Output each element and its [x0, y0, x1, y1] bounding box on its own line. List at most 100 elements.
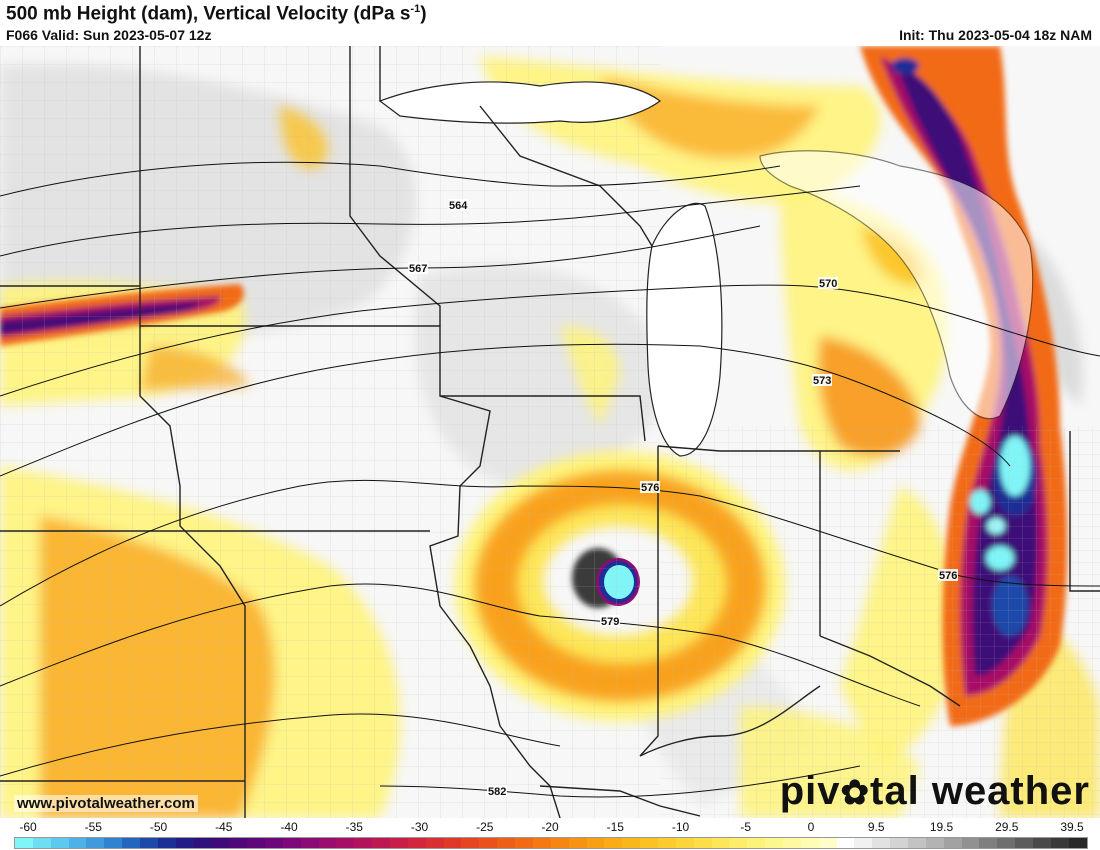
color-swatch [282, 838, 301, 848]
color-swatch [925, 838, 944, 848]
color-swatch [515, 838, 533, 848]
color-scale-label: -60 [19, 820, 37, 834]
color-swatch [872, 838, 891, 848]
color-scale-label: -10 [671, 820, 690, 834]
color-swatch [604, 838, 623, 848]
contour-label-573: 573 [813, 375, 831, 387]
color-swatch [461, 838, 480, 848]
contour-label-567: 567 [409, 263, 427, 275]
color-swatch [104, 838, 123, 848]
county-grid-west [0, 46, 660, 818]
color-swatch [140, 838, 158, 848]
color-swatch [782, 838, 801, 848]
color-swatch [961, 838, 980, 848]
color-swatch [318, 838, 337, 848]
color-swatch [1032, 838, 1051, 848]
map-canvas: 564 567 570 573 576 576 579 582 [0, 46, 1100, 818]
color-swatch [157, 838, 176, 848]
color-swatch [568, 838, 587, 848]
color-swatch [622, 838, 641, 848]
color-scale: -60 -55 -50 -45 -40 -35 -30 -25 -20 -15 -10 -5 0 9.5 1… [0, 818, 1100, 850]
color-scale-label: -55 [84, 820, 102, 834]
color-swatch [818, 838, 837, 848]
contour-label-579: 579 [601, 616, 619, 628]
color-swatch [1068, 838, 1087, 848]
color-swatch [890, 838, 908, 848]
color-swatch [15, 838, 33, 848]
color-scale-label: -20 [541, 820, 559, 834]
color-swatch [122, 838, 141, 848]
weather-map[interactable]: 564 567 570 573 576 576 579 582 www.pivo… [0, 46, 1100, 818]
color-swatch [711, 838, 730, 848]
color-swatch [354, 838, 373, 848]
contour-labels: 564 567 570 573 576 576 579 582 [408, 199, 958, 798]
color-swatch [86, 838, 105, 848]
init-time: Init: Thu 2023-05-04 18z NAM [899, 27, 1092, 43]
color-swatch [550, 838, 569, 848]
color-swatch [1050, 838, 1069, 848]
color-scale-label: -5 [740, 820, 752, 834]
color-scale-strip [14, 837, 1088, 849]
color-swatch [265, 838, 283, 848]
color-scale-label: 19.5 [929, 820, 954, 834]
color-scale-label: -15 [606, 820, 624, 834]
contour-label-564: 564 [449, 200, 468, 212]
color-swatch [211, 838, 230, 848]
color-scale-label: -45 [215, 820, 233, 834]
color-scale-label: 9.5 [867, 820, 885, 834]
county-grid-east [660, 426, 1100, 818]
color-swatch [229, 838, 248, 848]
color-scale-label: -30 [410, 820, 429, 834]
color-swatch [247, 838, 266, 848]
website-url[interactable]: www.pivotalweather.com [14, 795, 198, 812]
color-swatch [532, 838, 551, 848]
color-swatch [300, 838, 319, 848]
color-swatch [800, 838, 819, 848]
color-scale-label: -25 [476, 820, 494, 834]
color-swatch [693, 838, 712, 848]
color-swatch [443, 838, 462, 848]
height-contours [0, 161, 1100, 798]
color-scale-label: -40 [280, 820, 298, 834]
map-header: 500 mb Height (dam), Vertical Velocity (… [0, 0, 1100, 46]
map-title: 500 mb Height (dam), Vertical Velocity (… [6, 3, 427, 25]
gear-logo-icon: ✿ [840, 774, 871, 812]
color-swatch [175, 838, 194, 848]
color-swatch [497, 838, 516, 848]
valid-time: F066 Valid: Sun 2023-05-07 12z [6, 27, 212, 43]
color-swatch [425, 838, 444, 848]
color-swatch [729, 838, 748, 848]
pivotal-weather-logo: piv✿tal weather [779, 769, 1090, 813]
color-swatch [854, 838, 873, 848]
color-swatch [640, 838, 658, 848]
color-swatch [479, 838, 498, 848]
color-swatch [836, 838, 855, 848]
color-swatch [657, 838, 676, 848]
contour-label-576-east: 576 [939, 570, 957, 582]
color-swatch [747, 838, 766, 848]
color-swatch [979, 838, 998, 848]
great-lakes [378, 81, 1034, 457]
contour-label-570: 570 [819, 278, 837, 290]
color-swatch [372, 838, 391, 848]
color-swatch [943, 838, 962, 848]
color-swatch [193, 838, 212, 848]
state-boundaries [0, 46, 1100, 818]
color-swatch [68, 838, 87, 848]
color-swatch [675, 838, 694, 848]
color-scale-label: -35 [345, 820, 363, 834]
color-swatch [407, 838, 426, 848]
color-swatch [336, 838, 355, 848]
color-scale-label: 39.5 [1060, 820, 1084, 834]
color-scale-label: 0 [807, 820, 815, 834]
color-swatch [586, 838, 605, 848]
contour-label-582: 582 [488, 786, 506, 798]
color-swatch [997, 838, 1016, 848]
color-swatch [32, 838, 51, 848]
color-swatch [1015, 838, 1033, 848]
contour-label-576: 576 [641, 482, 659, 494]
color-swatch [765, 838, 783, 848]
color-swatch [907, 838, 926, 848]
color-scale-label: -50 [149, 820, 168, 834]
color-scale-labels: -60 -55 -50 -45 -40 -35 -30 -25 -20 -15 -10 -5 0 9.5 1… [0, 818, 1100, 834]
